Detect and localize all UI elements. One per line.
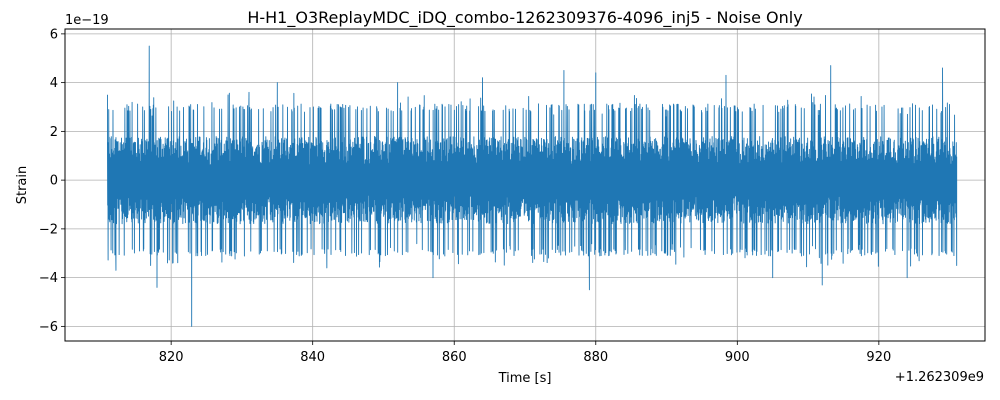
plot-frame: [64, 28, 986, 342]
y-tick-label: −4: [39, 271, 58, 286]
series-strain: [107, 45, 958, 327]
strain-line: [107, 45, 958, 327]
y-tick-label: 0: [50, 174, 58, 189]
x-axis-ticks: 820 840 860 880 900 920: [159, 341, 891, 365]
x-tick-label: 900: [725, 350, 750, 365]
x-offset-label: +1.262309e9: [895, 370, 984, 385]
x-tick-label: 880: [583, 350, 608, 365]
y-tick-label: −6: [39, 320, 58, 335]
y-axis-label: Strain: [15, 166, 30, 205]
x-tick-label: 840: [300, 350, 325, 365]
y-tick-label: 2: [50, 125, 58, 140]
y-tick-label: 4: [50, 76, 58, 91]
y-axis-ticks: −6 −4 −2 0 2 4 6: [39, 27, 65, 335]
x-tick-label: 860: [442, 350, 467, 365]
y-tick-label: 6: [50, 27, 58, 42]
x-tick-label: 820: [159, 350, 184, 365]
y-scale-label: 1e−19: [65, 13, 109, 28]
y-tick-label: −2: [39, 222, 58, 237]
x-axis-label: Time [s]: [498, 371, 552, 386]
x-tick-label: 920: [866, 350, 891, 365]
chart-title: H-H1_O3ReplayMDC_iDQ_combo-1262309376-40…: [247, 8, 802, 28]
